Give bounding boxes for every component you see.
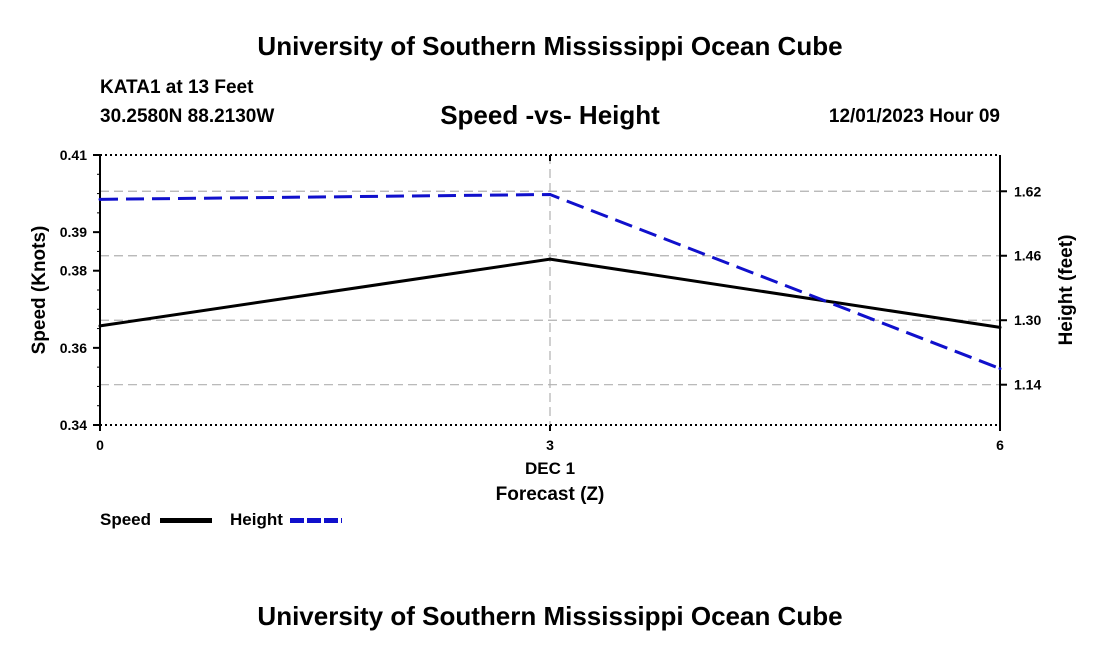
series-height-point-1 — [548, 192, 552, 196]
forecast-datetime: 12/01/2023 Hour 09 — [828, 106, 1000, 127]
x-sublabel: DEC 1 — [525, 459, 575, 478]
x-axis-title: Forecast (Z) — [496, 484, 605, 505]
chart-title: Speed -vs- Height — [440, 100, 660, 130]
legend-height-label: Height — [230, 510, 283, 529]
right-tick-label-0: 1.14 — [1014, 377, 1041, 393]
legend-speed-swatch — [160, 518, 212, 523]
legend-height: Height — [230, 510, 283, 530]
series-speed-point-1 — [548, 257, 552, 261]
left-tick-label-0: 0.34 — [60, 417, 87, 433]
series-speed-point-2 — [998, 325, 1002, 329]
station-coords: 30.2580N 88.2130W — [100, 106, 275, 127]
x-tick-label-1: 3 — [546, 437, 554, 453]
left-tick-label-4: 0.41 — [60, 147, 87, 163]
main-title: University of Southern Mississippi Ocean… — [257, 31, 843, 61]
station-label: KATA1 at 13 Feet — [100, 77, 254, 98]
footer-title: University of Southern Mississippi Ocean… — [257, 601, 843, 631]
legend-height-swatch — [290, 518, 342, 523]
left-tick-label-2: 0.38 — [60, 263, 87, 279]
left-tick-label-1: 0.36 — [60, 340, 87, 356]
legend-speed-label: Speed — [100, 510, 152, 529]
right-tick-label-2: 1.46 — [1014, 248, 1041, 264]
series-speed-point-0 — [98, 324, 102, 328]
legend-speed: Speed — [100, 510, 151, 530]
right-tick-label-3: 1.62 — [1014, 183, 1041, 199]
y-axis-title-right: Height (feet) — [1056, 235, 1077, 346]
x-tick-label-0: 0 — [96, 437, 104, 453]
x-tick-label-2: 6 — [996, 437, 1004, 453]
series-height-point-0 — [98, 197, 102, 201]
right-tick-label-1: 1.30 — [1014, 312, 1041, 328]
series-height-point-2 — [998, 367, 1002, 371]
left-tick-label-3: 0.39 — [60, 224, 87, 240]
y-axis-title-left: Speed (Knots) — [29, 226, 50, 355]
